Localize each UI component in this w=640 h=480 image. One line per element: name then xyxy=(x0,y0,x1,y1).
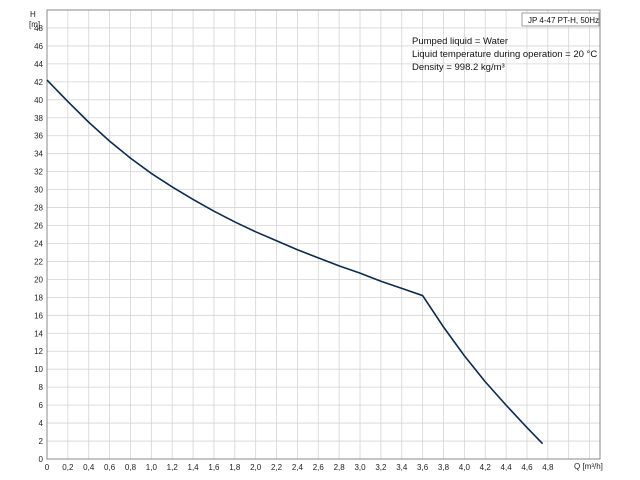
x-tick-label: 2,4 xyxy=(292,463,304,472)
chart-title: JP 4-47 PT-H, 50Hz xyxy=(528,16,599,25)
x-tick-label: 3,8 xyxy=(438,463,450,472)
y-tick-label: 26 xyxy=(34,222,43,231)
y-tick-label: 34 xyxy=(34,150,43,159)
x-tick-label: 0,2 xyxy=(62,463,74,472)
y-axis-label: H xyxy=(30,10,36,19)
x-tick-label: 2,2 xyxy=(271,463,283,472)
grid xyxy=(47,10,600,459)
pump-curve-line xyxy=(46,79,544,445)
y-tick-label: 32 xyxy=(34,168,43,177)
liquid-info-line: Pumped liquid = Water xyxy=(412,36,508,47)
y-tick-label: 38 xyxy=(34,114,43,123)
y-tick-label: 6 xyxy=(39,401,44,410)
y-tick-label: 0 xyxy=(39,455,44,464)
y-tick-label: 42 xyxy=(34,78,43,87)
x-tick-label: 0,6 xyxy=(104,463,116,472)
x-tick-label: 1,6 xyxy=(208,463,220,472)
y-tick-label: 10 xyxy=(34,365,43,374)
y-tick-label: 48 xyxy=(34,24,43,33)
x-tick-label: 1,2 xyxy=(167,463,179,472)
liquid-info-line: Density = 998.2 kg/m³ xyxy=(412,62,505,73)
y-tick-label: 20 xyxy=(34,275,43,284)
plot-frame xyxy=(46,9,601,460)
y-tick-label: 44 xyxy=(34,60,43,69)
y-tick-labels: 0246810121416182022242628303234363840424… xyxy=(34,24,43,464)
x-tick-label: 4,8 xyxy=(542,463,554,472)
y-tick-label: 14 xyxy=(34,329,43,338)
x-tick-label: 1,8 xyxy=(229,463,241,472)
y-tick-label: 28 xyxy=(34,204,43,213)
y-tick-label: 36 xyxy=(34,132,43,141)
x-tick-label: 3,2 xyxy=(375,463,387,472)
x-tick-label: 1,0 xyxy=(146,463,158,472)
x-tick-label: 3,6 xyxy=(417,463,429,472)
y-tick-label: 18 xyxy=(34,293,43,302)
y-tick-label: 40 xyxy=(34,96,43,105)
y-tick-label: 16 xyxy=(34,311,43,320)
x-axis-label: Q [m³/h] xyxy=(574,462,603,471)
x-tick-label: 0,4 xyxy=(83,463,95,472)
x-tick-label: 3,4 xyxy=(396,463,408,472)
x-tick-label: 4,4 xyxy=(501,463,513,472)
y-tick-label: 8 xyxy=(39,383,44,392)
y-tick-label: 4 xyxy=(39,419,44,428)
y-tick-label: 46 xyxy=(34,42,43,51)
x-tick-label: 4,6 xyxy=(521,463,533,472)
title-box: JP 4-47 PT-H, 50Hz xyxy=(521,12,600,27)
x-tick-label: 3,0 xyxy=(354,463,366,472)
y-tick-label: 22 xyxy=(34,257,43,266)
x-tick-label: 0,8 xyxy=(125,463,137,472)
title-box-frame xyxy=(521,12,600,27)
liquid-info-line: Liquid temperature during operation = 20… xyxy=(412,49,597,60)
x-tick-label: 1,4 xyxy=(188,463,200,472)
y-tick-label: 30 xyxy=(34,186,43,195)
x-tick-labels: 0 0,2 0,4 0,6 0,8 1,0 1,2 1,4 1,6 1,8 2,0 2,2 2,4 2,6… xyxy=(45,463,554,472)
y-tick-label: 12 xyxy=(34,347,43,356)
y-axis-unit: [m] xyxy=(29,20,40,29)
x-tick-label: 2,6 xyxy=(313,463,325,472)
liquid-info: Pumped liquid = Water Liquid temperature … xyxy=(412,36,597,73)
x-tick-label: 2,8 xyxy=(334,463,346,472)
x-tick-label: 4,2 xyxy=(480,463,492,472)
x-tick-label: 4,0 xyxy=(459,463,471,472)
y-tick-label: 24 xyxy=(34,239,43,248)
x-tick-label: 2,0 xyxy=(250,463,262,472)
y-tick-label: 2 xyxy=(39,437,44,446)
x-tick-label: 0 xyxy=(45,463,50,472)
